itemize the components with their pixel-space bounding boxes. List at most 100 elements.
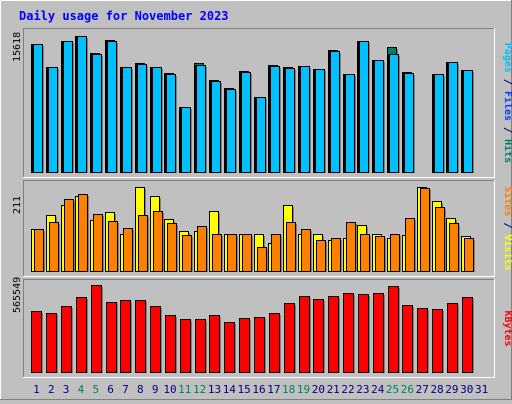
bar-kbytes-kbytes-day-17: [269, 313, 280, 373]
panel-visits-ymax-label: 211: [12, 196, 23, 214]
x-tick-label-12: 12: [193, 383, 206, 396]
bar-kbytes-kbytes-day-24: [373, 293, 384, 373]
bar-hits-pages-day-20: [315, 69, 325, 173]
bar-visits-sites-day-24: [375, 236, 385, 272]
bar-visits-sites-day-26: [405, 218, 415, 272]
bar-kbytes-kbytes-day-2: [46, 313, 57, 373]
bar-visits-sites-day-19: [301, 229, 311, 272]
x-tick-label-14: 14: [223, 383, 237, 396]
bar-kbytes-kbytes-day-20: [313, 299, 324, 373]
bar-hits-pages-day-9: [152, 67, 162, 173]
bar-kbytes-kbytes-day-10: [165, 315, 176, 373]
x-tick-label-9: 9: [152, 383, 159, 396]
bar-visits-sites-day-27: [420, 188, 430, 272]
bar-visits-sites-day-8: [138, 215, 148, 272]
bar-kbytes-kbytes-day-19: [299, 296, 310, 373]
bar-hits-pages-day-22: [345, 74, 355, 173]
x-tick-label-6: 6: [107, 383, 114, 396]
panel-hits-legend-1: /: [502, 73, 512, 91]
bar-kbytes-kbytes-day-11: [180, 319, 191, 373]
bar-visits-sites-day-7: [123, 228, 133, 272]
x-tick-label-25: 25: [386, 383, 399, 396]
bar-hits-pages-day-3: [63, 41, 73, 173]
bar-kbytes-kbytes-day-8: [135, 300, 146, 373]
bar-hits-pages-day-14: [226, 89, 236, 173]
panel-hits-legend-3: /: [502, 121, 512, 139]
bar-kbytes-kbytes-day-23: [358, 294, 369, 373]
bar-hits-pages-day-16: [256, 97, 266, 173]
panel-visits-legend: Sites / Visits: [502, 186, 512, 270]
x-tick-label-16: 16: [252, 383, 265, 396]
bar-hits-pages-day-26: [404, 73, 414, 173]
bar-kbytes-kbytes-day-4: [76, 297, 87, 373]
bar-visits-sites-day-14: [227, 234, 237, 272]
bar-visits-sites-day-3: [64, 199, 74, 272]
x-tick-label-3: 3: [63, 383, 70, 396]
panel-hits-legend-2: Files: [502, 91, 512, 121]
panel-visits-legend-2: Visits: [502, 235, 512, 271]
bar-hits-pages-day-10: [166, 74, 176, 173]
bar-visits-sites-day-9: [153, 211, 163, 272]
x-tick-label-22: 22: [341, 383, 354, 396]
panel-visits-legend-0: Sites: [502, 186, 512, 216]
x-tick-label-8: 8: [137, 383, 144, 396]
bar-kbytes-kbytes-day-25: [388, 286, 399, 373]
x-tick-label-30: 30: [460, 383, 473, 396]
bar-hits-pages-day-1: [33, 44, 43, 173]
bar-visits-sites-day-1: [34, 229, 44, 272]
bar-hits-pages-day-12: [196, 65, 206, 173]
x-tick-label-11: 11: [178, 383, 191, 396]
bar-visits-sites-day-5: [93, 214, 103, 272]
bar-kbytes-kbytes-day-16: [254, 317, 265, 373]
bar-hits-pages-day-30: [463, 70, 473, 173]
bar-visits-sites-day-28: [435, 207, 445, 272]
panel-hits-legend-4: Hits: [502, 139, 512, 163]
x-tick-label-24: 24: [371, 383, 385, 396]
x-tick-label-31: 31: [475, 383, 488, 396]
bar-kbytes-kbytes-day-22: [343, 293, 354, 373]
bar-visits-sites-day-30: [464, 238, 474, 272]
x-tick-label-4: 4: [78, 383, 85, 396]
bar-hits-pages-day-19: [300, 66, 310, 173]
panel-kbytes-legend: KBytes: [502, 310, 512, 346]
bar-kbytes-kbytes-day-7: [120, 300, 131, 373]
bar-hits-pages-day-29: [448, 62, 458, 173]
bar-hits-pages-day-5: [92, 54, 102, 173]
bar-kbytes-kbytes-day-27: [417, 308, 428, 373]
x-tick-label-10: 10: [163, 383, 176, 396]
bar-visits-sites-day-25: [390, 234, 400, 272]
x-tick-label-27: 27: [416, 383, 429, 396]
bar-hits-pages-day-28: [434, 74, 444, 173]
panel-hits-legend: Pages / Files / Hits: [502, 43, 512, 163]
bar-kbytes-kbytes-day-6: [106, 302, 117, 373]
panel-visits-legend-1: /: [502, 216, 512, 234]
x-tick-label-17: 17: [267, 383, 280, 396]
bar-kbytes-kbytes-day-5: [91, 285, 102, 373]
bar-visits-sites-day-12: [197, 226, 207, 272]
chart-title: Daily usage for November 2023: [19, 9, 229, 23]
bar-kbytes-kbytes-day-3: [61, 306, 72, 373]
x-tick-label-18: 18: [282, 383, 295, 396]
bar-visits-sites-day-22: [346, 222, 356, 272]
bar-hits-pages-day-8: [137, 64, 147, 173]
bar-visits-sites-day-29: [449, 223, 459, 272]
bar-visits-sites-day-11: [182, 235, 192, 272]
x-tick-label-1: 1: [33, 383, 40, 396]
bar-visits-sites-day-21: [331, 238, 341, 272]
bar-kbytes-kbytes-day-15: [239, 318, 250, 373]
bar-hits-pages-day-25: [389, 54, 399, 173]
bar-kbytes-kbytes-day-21: [328, 296, 339, 373]
bar-hits-pages-day-17: [270, 66, 280, 173]
bar-kbytes-kbytes-day-26: [402, 305, 413, 373]
bar-hits-pages-day-4: [77, 36, 87, 173]
x-tick-label-28: 28: [430, 383, 443, 396]
bar-hits-pages-day-18: [285, 68, 295, 173]
bar-visits-sites-day-20: [316, 240, 326, 272]
bar-kbytes-kbytes-day-30: [462, 297, 473, 373]
bar-visits-sites-day-2: [49, 222, 59, 272]
bar-visits-sites-day-15: [242, 234, 252, 272]
panel-kbytes-ymax-label: 565549: [12, 277, 23, 313]
bar-kbytes-kbytes-day-13: [209, 315, 220, 373]
